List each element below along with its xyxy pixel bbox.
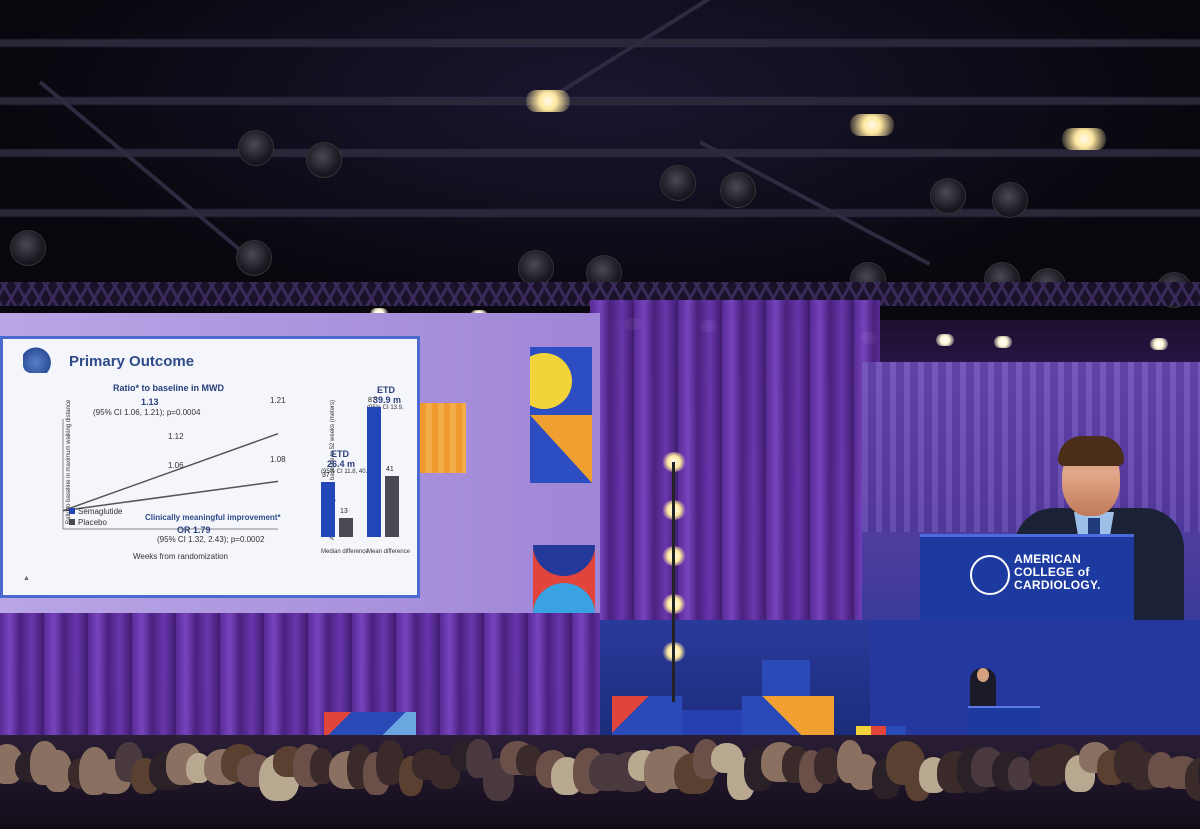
category-label: Mean difference [367, 549, 410, 555]
audience-head [1008, 757, 1034, 790]
ceiling-light-cluster [850, 114, 894, 136]
etd-left-ci: (95% CI 11.8, 40.0) [321, 469, 373, 475]
audience [0, 735, 1200, 829]
ceiling-truss [0, 150, 1200, 156]
tower-pole [672, 462, 675, 702]
point-label: 1.12 [168, 432, 184, 441]
ceiling-light [936, 334, 954, 346]
bar-value-label: 41 [386, 465, 394, 473]
decor-panel [533, 545, 595, 613]
slide-title: Primary Outcome [69, 353, 195, 370]
etd-left: ETD [331, 449, 349, 459]
bar-value-label: 13 [340, 507, 348, 515]
bar-semaglutide [367, 406, 381, 537]
acc-line1: AMERICAN [1014, 552, 1082, 566]
stage-spotlight [238, 130, 274, 166]
bar-semaglutide [321, 481, 335, 537]
light-tower [662, 452, 688, 702]
acc-logo-text: AMERICAN COLLEGE of CARDIOLOGY. [1014, 553, 1101, 592]
trial-logo [23, 347, 55, 373]
bar-value-label: 87 [368, 396, 376, 404]
bar-value-label: 37 [322, 471, 330, 479]
bar-placebo [339, 517, 353, 537]
ceiling-truss [0, 210, 1200, 216]
speaker-hair [1058, 436, 1124, 466]
subheading: Clinically meaningful improvement* [145, 513, 281, 522]
category-label: Median difference [321, 549, 369, 555]
stage-spotlight [992, 182, 1028, 218]
line-chart: Ratio* to baseline in MWD 1.13 (95% CI 1… [33, 383, 293, 561]
point-label: 1.08 [270, 455, 286, 464]
line-chart-heading: Ratio* to baseline in MWD [113, 383, 225, 393]
or-ci: (95% CI 1.32, 2.43); p=0.0002 [157, 535, 265, 544]
or-value: OR 1.79 [177, 525, 211, 535]
decor-panel [530, 415, 592, 483]
stage-spotlight [518, 250, 554, 286]
ceiling-light [994, 336, 1012, 348]
acc-seal-icon [970, 555, 1010, 595]
line-chart-svg [62, 419, 279, 530]
series-line-placebo [62, 480, 279, 512]
slide-footnote: ▲ [23, 575, 30, 582]
stage-spotlight [236, 240, 272, 276]
stage-spotlight [720, 172, 756, 208]
presenter-head [977, 668, 989, 682]
lighting-truss [0, 282, 1200, 306]
legend-semaglutide: Semaglutide [69, 507, 122, 516]
screen-background [862, 362, 1200, 532]
podium: AMERICAN COLLEGE of CARDIOLOGY. [920, 534, 1134, 620]
series-line-semaglutide [62, 432, 279, 512]
ceiling-light-cluster [526, 90, 570, 112]
ceiling-truss [0, 98, 1200, 104]
stage-spotlight [306, 142, 342, 178]
x-axis-label: Weeks from randomization [133, 552, 228, 561]
audience-head [1184, 757, 1200, 801]
stat-ci: (95% CI 1.06, 1.21); p=0.0004 [93, 408, 201, 417]
bar-group: 37 13 87 41 [321, 387, 411, 547]
ceiling-light-cluster [1062, 128, 1106, 150]
acc-line2: COLLEGE of [1014, 565, 1090, 579]
audience-head [814, 746, 840, 785]
bar-chart: Absolute change from baseline to 52 week… [303, 385, 413, 557]
bar-placebo [385, 475, 399, 537]
decor-panel [420, 403, 466, 473]
decor-panel [530, 347, 592, 415]
audience-head [43, 750, 72, 793]
etd-right-value: 39.9 m [373, 395, 402, 405]
stage-spotlight [660, 165, 696, 201]
audience-head [1198, 751, 1200, 793]
y-axis-label: Ratio to baseline in maximum walking dis… [66, 399, 73, 525]
legend-placebo: Placebo [69, 518, 107, 527]
ceiling-light [1150, 338, 1168, 350]
video-screen: AMERICAN COLLEGE of CARDIOLOGY. [862, 362, 1200, 620]
etd-right: ETD [377, 385, 395, 395]
stage-spotlight [10, 230, 46, 266]
presentation-screen: Primary Outcome Ratio* to baseline in MW… [0, 336, 420, 598]
stage-block [762, 660, 810, 696]
stat-value: 1.13 [141, 397, 159, 407]
ceiling-truss [0, 40, 1200, 46]
stage-spotlight [930, 178, 966, 214]
point-label: 1.06 [168, 461, 184, 470]
point-label: 1.21 [270, 396, 286, 405]
etd-left-value: 26.4 m [327, 459, 356, 469]
acc-line3: CARDIOLOGY. [1014, 578, 1101, 592]
